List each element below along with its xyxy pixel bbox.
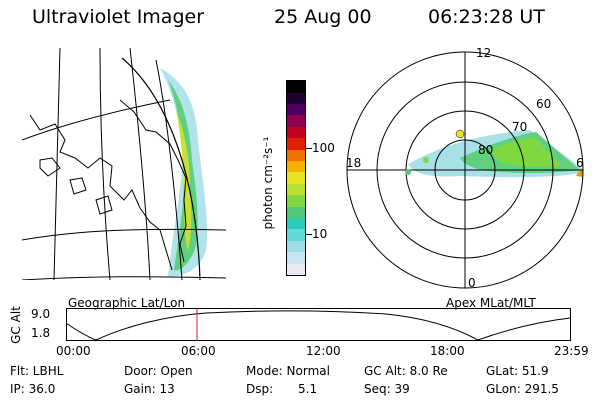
header-time: 06:23:28 UT xyxy=(428,6,545,28)
polar-marker-2 xyxy=(423,157,429,163)
timeline-ylabel: GC Alt xyxy=(9,306,23,344)
colorbar xyxy=(286,80,306,276)
longitude-line-2 xyxy=(99,48,111,280)
colorbar-swatch-8 xyxy=(287,172,305,184)
colorbar-swatch-9 xyxy=(287,160,305,173)
colorbar-tick-10: 10 xyxy=(312,227,328,241)
aurora-glow-core xyxy=(176,110,192,250)
colorbar-swatch-15 xyxy=(287,92,305,104)
latitude-line-1 xyxy=(22,99,171,141)
colorbar-swatch-12 xyxy=(287,126,305,139)
polar-label-70: 70 xyxy=(512,120,528,134)
earth-limb xyxy=(121,57,201,280)
footer-dsp-value: 5.1 xyxy=(298,382,318,396)
colorbar-swatch-13 xyxy=(287,115,305,127)
timeline-xtick-0: 00:00 xyxy=(56,344,91,358)
longitude-line-3 xyxy=(129,48,151,280)
footer-ip: IP: 36.0 xyxy=(10,382,56,396)
colorbar-swatch-7 xyxy=(287,183,305,196)
colorbar-swatch-10 xyxy=(287,149,305,161)
footer-door: Door: Open xyxy=(124,364,193,378)
timeline-plot xyxy=(66,308,571,341)
polar-aurora-core xyxy=(490,138,562,167)
colorbar-swatch-2 xyxy=(287,240,305,253)
colorbar-tick-100-mark xyxy=(306,148,312,149)
colorbar-gradient xyxy=(286,80,306,276)
latitude-line-3 xyxy=(22,276,226,280)
timeline-xtick-4: 23:59 xyxy=(554,344,589,358)
colorbar-tick-10-mark xyxy=(306,234,312,235)
footer-gc-alt: GC Alt: 8.0 Re xyxy=(364,364,448,378)
footer-gain: Gain: 13 xyxy=(124,382,175,396)
polar-label-60: 60 xyxy=(536,97,552,111)
footer-dsp: Dsp: xyxy=(246,382,274,396)
colorbar-swatch-11 xyxy=(287,138,305,150)
footer-glon: GLon: 291.5 xyxy=(486,382,559,396)
polar-label-12: 12 xyxy=(476,46,492,60)
footer-mode: Mode: Normal xyxy=(246,364,330,378)
longitude-line-4 xyxy=(155,59,183,280)
polar-label-18: 18 xyxy=(346,156,362,170)
polar-aurora-edge xyxy=(576,170,583,178)
timeline-ytick-bottom: 1.8 xyxy=(31,326,51,340)
colorbar-swatch-16 xyxy=(287,81,305,93)
polar-label-0: 0 xyxy=(468,276,476,290)
timeline-xtick-2: 12:00 xyxy=(306,344,341,358)
coastline-greenland xyxy=(119,99,187,263)
colorbar-tick-100: 100 xyxy=(312,141,335,155)
polar-marker-1 xyxy=(455,129,465,139)
coastline-islands xyxy=(39,157,113,215)
colorbar-swatch-4 xyxy=(287,217,305,230)
polar-marker-3 xyxy=(405,169,411,175)
polar-label-6: 6 xyxy=(576,156,584,170)
polar-plot xyxy=(346,51,584,289)
footer-flt: Flt: LBHL xyxy=(10,364,64,378)
polar-label-80: 80 xyxy=(478,143,494,157)
header-date: 25 Aug 00 xyxy=(274,6,372,28)
timeline-xtick-3: 18:00 xyxy=(430,344,465,358)
colorbar-swatch-6 xyxy=(287,195,305,207)
map-caption: Geographic Lat/Lon xyxy=(68,296,186,310)
colorbar-unit-label: photon cm⁻²s⁻¹ xyxy=(261,136,275,230)
timeline-altitude-curve xyxy=(66,310,571,341)
colorbar-swatch-3 xyxy=(287,229,305,241)
footer-seq: Seq: 39 xyxy=(364,382,410,396)
coastline-main xyxy=(29,114,173,271)
longitude-line-1 xyxy=(53,48,61,280)
footer-glat: GLat: 51.9 xyxy=(486,364,549,378)
header-title: Ultraviolet Imager xyxy=(32,6,205,28)
timeline-frame xyxy=(66,308,571,341)
timeline-ytick-top: 9.0 xyxy=(31,307,51,321)
colorbar-swatch-1 xyxy=(287,252,305,264)
colorbar-swatch-0 xyxy=(287,263,305,275)
colorbar-swatch-14 xyxy=(287,103,305,116)
timeline-xtick-1: 06:00 xyxy=(181,344,216,358)
geographic-map xyxy=(22,48,226,280)
polar-caption: Apex MLat/MLT xyxy=(446,296,536,310)
colorbar-swatch-5 xyxy=(287,206,305,218)
